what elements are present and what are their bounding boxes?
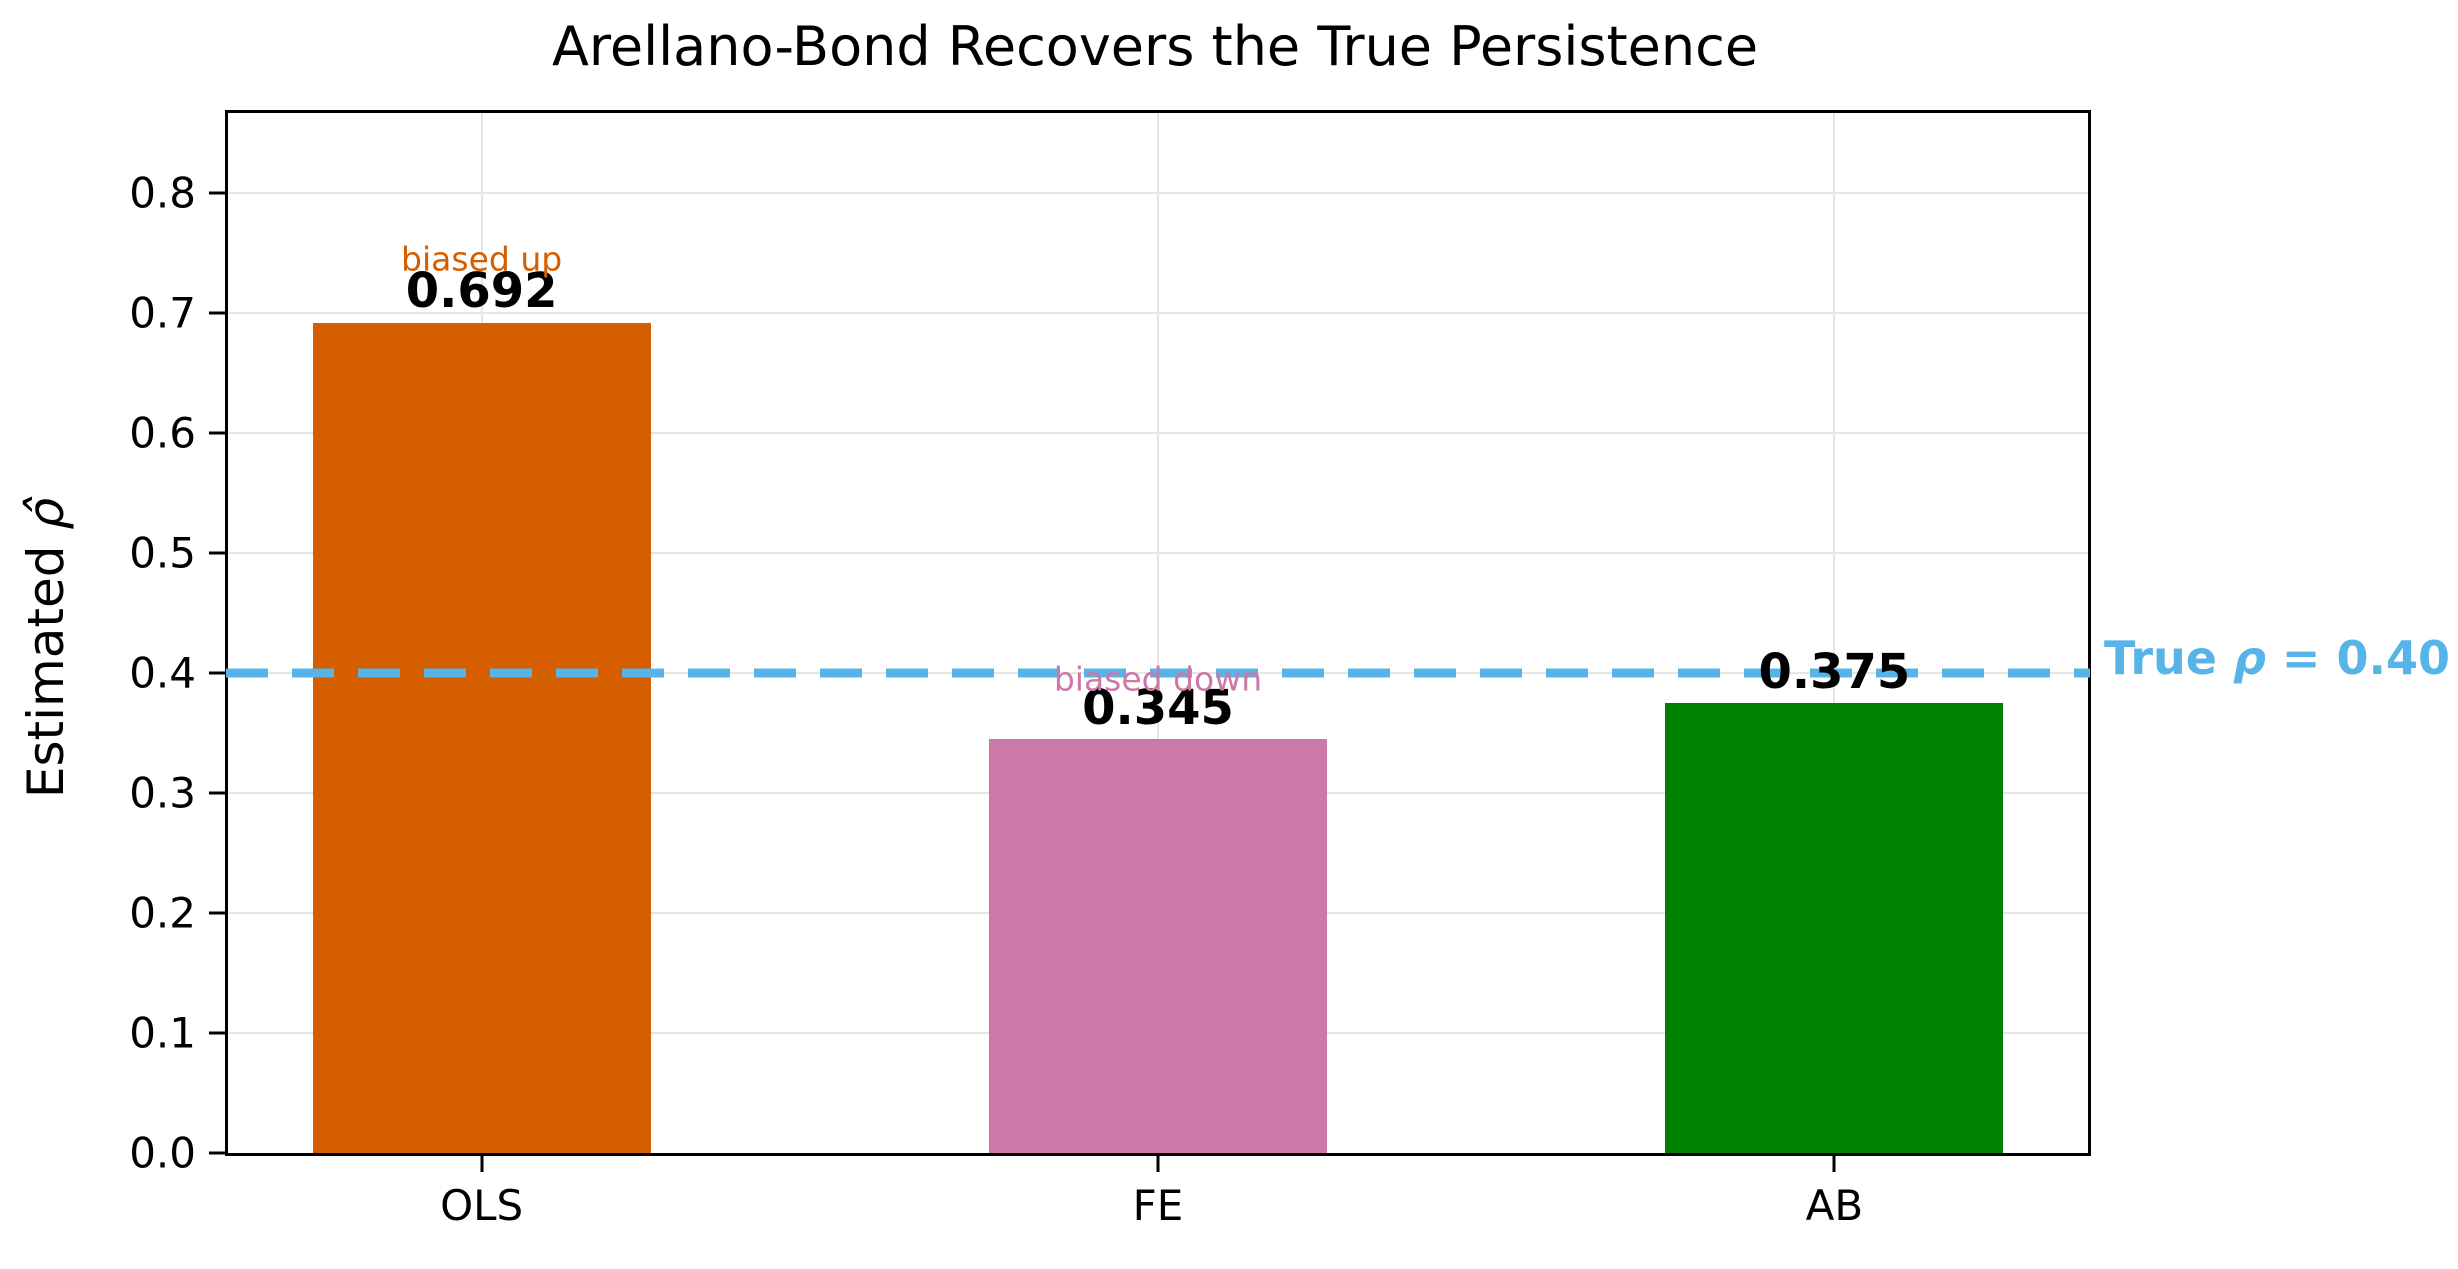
y-tick-mark (209, 431, 225, 435)
bar-value-label-ols: 0.692 (405, 263, 558, 320)
y-tick-label: 0.0 (129, 1128, 196, 1178)
annotation-biased-down: biased down (1053, 659, 1263, 699)
rho-symbol: ρ (2232, 631, 2266, 686)
x-tick-mark (1156, 1156, 1160, 1172)
x-tick-label-fe: FE (1132, 1181, 1184, 1230)
plot-area: True ρ = 0.40 0.0 0.1 0.2 0.3 0.4 0.5 0.6 0.7 0.… (129, 110, 2450, 1230)
y-tick-mark (209, 1031, 225, 1035)
rho-hat-symbol: ρ̂ (17, 497, 75, 530)
true-rho-reference-line (226, 668, 2090, 678)
chart-title: Arellano-Bond Recovers the True Persiste… (551, 15, 1759, 78)
y-tick-label: 0.2 (129, 888, 196, 938)
annotation-biased-up: biased up (401, 239, 563, 279)
y-tick-label: 0.3 (129, 768, 196, 818)
y-tick-mark (209, 551, 225, 555)
x-tick-label-ols: OLS (440, 1181, 524, 1230)
true-rho-label-prefix: True (2104, 631, 2233, 686)
y-axis-label: Estimated ρ̂ (17, 498, 75, 798)
y-tick-label: 0.6 (129, 408, 196, 458)
y-tick-label: 0.7 (129, 288, 196, 338)
y-tick-label: 0.1 (129, 1008, 196, 1058)
y-tick-label: 0.8 (129, 168, 196, 218)
y-tick-mark (209, 791, 225, 795)
bar-fe (989, 739, 1327, 1153)
x-tick-mark (1832, 1156, 1836, 1172)
bar-value-label-fe: 0.345 (1082, 679, 1234, 736)
y-tick-mark (209, 191, 225, 195)
y-axis-label-text: Estimated (17, 529, 75, 799)
y-tick-mark (209, 671, 225, 675)
y-tick-label: 0.4 (129, 648, 196, 698)
true-rho-label: True ρ = 0.40 (2104, 635, 2450, 681)
true-rho-label-suffix: = 0.40 (2265, 631, 2450, 686)
y-tick-mark (209, 1151, 225, 1155)
x-tick-mark (480, 1156, 484, 1172)
bar-value-label-ab: 0.375 (1758, 643, 1911, 700)
bar-ols (312, 322, 651, 1153)
y-tick-mark (209, 311, 225, 315)
x-tick-label-ab: AB (1805, 1181, 1864, 1230)
y-tick-mark (209, 911, 225, 915)
gridline-vertical (1833, 113, 1836, 1153)
gridline-vertical (1157, 113, 1159, 1153)
y-tick-label: 0.5 (129, 528, 196, 578)
bar-ab (1665, 703, 2004, 1153)
